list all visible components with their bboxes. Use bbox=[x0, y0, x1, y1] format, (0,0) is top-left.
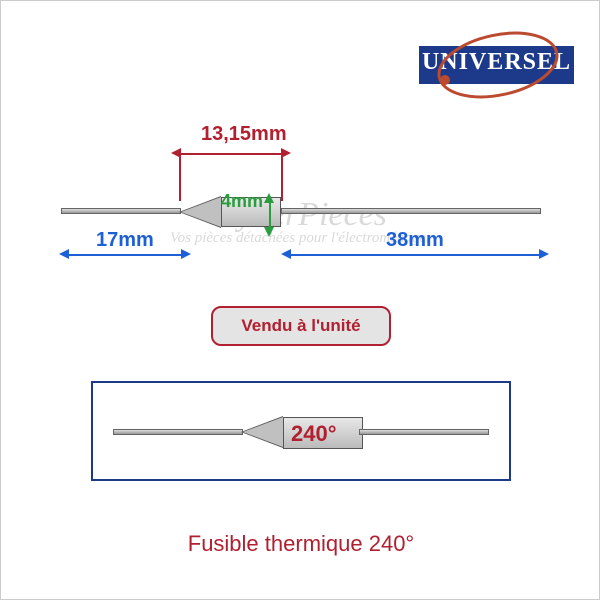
brand-logo: UNIVERSEL bbox=[419, 21, 574, 111]
dim-left-lead: 17mm bbox=[96, 229, 154, 252]
fuse-right-lead bbox=[281, 208, 541, 214]
fuse-cone bbox=[181, 197, 221, 227]
temperature-label: 240° bbox=[291, 421, 337, 447]
fuse-temperature-panel: 240° bbox=[91, 381, 511, 481]
panel-fuse-cone bbox=[243, 417, 283, 447]
fuse-left-lead bbox=[61, 208, 181, 214]
sale-unit-box: Vendu à l'unité bbox=[211, 306, 391, 346]
panel-right-lead bbox=[359, 429, 489, 435]
product-caption: Fusible thermique 240° bbox=[1, 531, 600, 557]
dim-right-lead: 38mm bbox=[386, 229, 444, 252]
logo-ring-icon bbox=[433, 28, 563, 103]
dim-body-height: 4mm bbox=[221, 191, 263, 212]
sale-unit-text: Vendu à l'unité bbox=[241, 316, 360, 335]
panel-left-lead bbox=[113, 429, 243, 435]
dim-body-length: 13,15mm bbox=[201, 123, 287, 146]
